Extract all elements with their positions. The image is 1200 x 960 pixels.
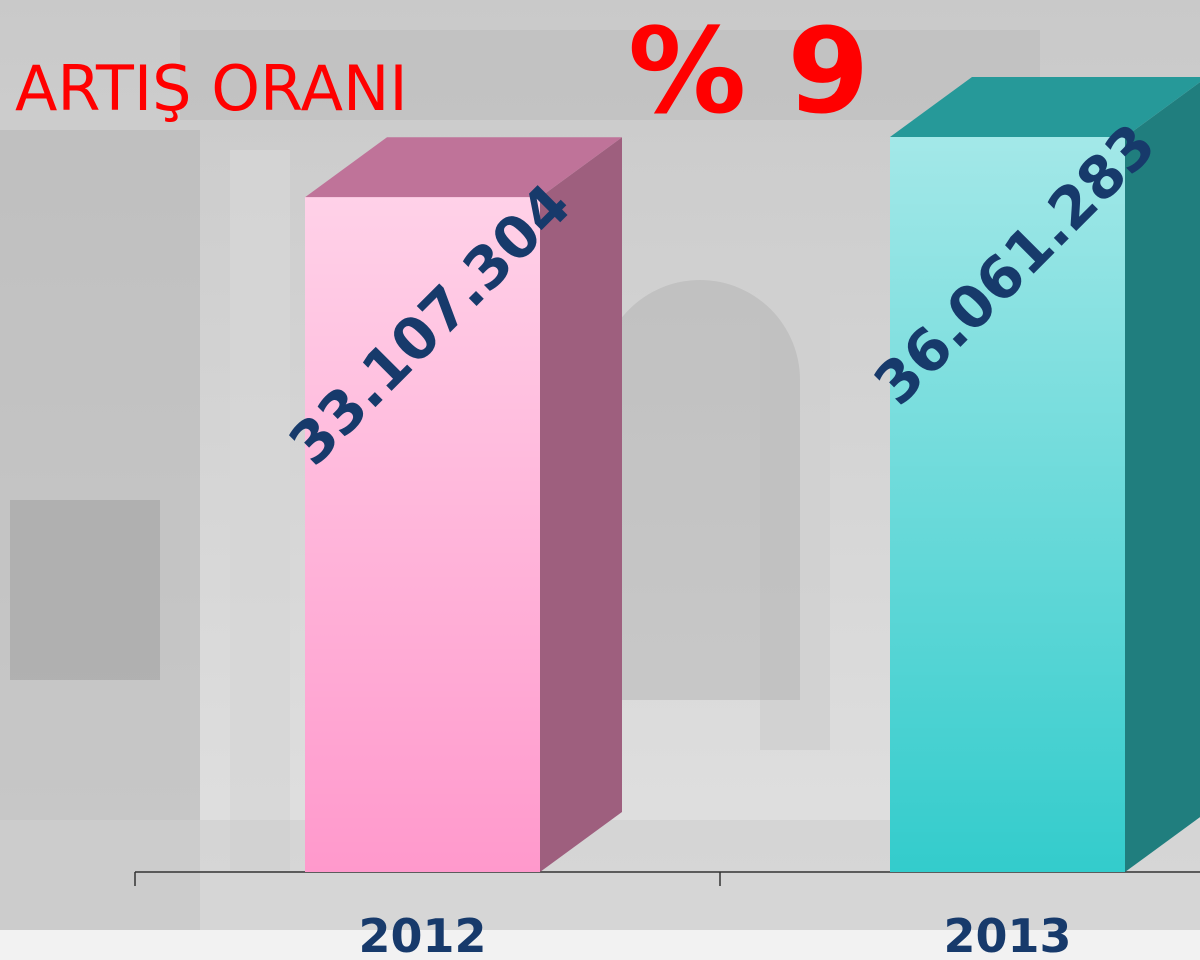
annotation: ARTIŞ ORANI	[15, 52, 408, 125]
annotation: % 9	[628, 2, 869, 140]
bar-shine	[305, 197, 540, 873]
x-tick-label: 2012	[358, 909, 486, 960]
bar-top	[305, 137, 622, 198]
bar-top	[890, 77, 1200, 137]
bar-side	[540, 137, 622, 873]
bar-shine	[890, 137, 1125, 872]
x-tick-label: 2013	[943, 909, 1071, 960]
bar-side	[1125, 82, 1200, 872]
